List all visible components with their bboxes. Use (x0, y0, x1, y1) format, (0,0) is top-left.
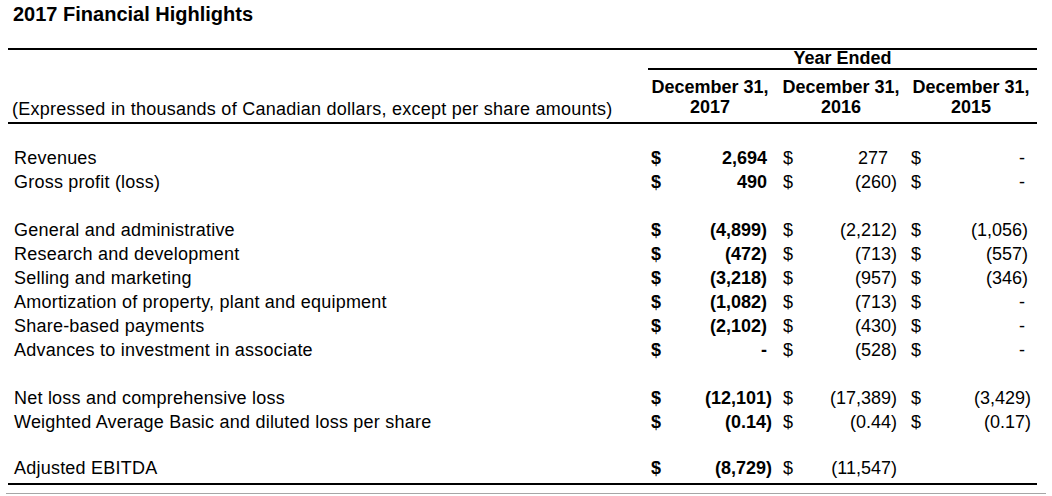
column-header-date-2016: December 31, (776, 77, 906, 97)
row-label: Net loss and comprehensive loss (14, 386, 644, 410)
value-2017: (0.14) (663, 410, 772, 434)
table-body: Revenues $ 2,694 $ 277 $ - Gross profit … (0, 146, 1052, 480)
page-title: 2017 Financial Highlights (13, 3, 253, 26)
value-2015 (917, 456, 1031, 480)
value-2015: - (917, 170, 1028, 194)
row-label: Research and development (14, 242, 644, 266)
column-header-year-2017: 2017 (645, 97, 775, 117)
row-label: Gross profit (loss) (14, 170, 644, 194)
value-2017 (663, 434, 767, 458)
table-row: Share-based payments $ (2,102) $ (430) $… (0, 314, 1052, 338)
table-row: Advances to investment in associate $ - … (0, 338, 1052, 362)
value-2016: (260) (785, 170, 897, 194)
table-row (0, 194, 1052, 218)
value-2017 (663, 362, 767, 386)
value-2016: (2,212) (785, 218, 897, 242)
value-2015: (346) (917, 266, 1028, 290)
value-2015: (0.17) (917, 410, 1031, 434)
value-2016: (528) (785, 338, 897, 362)
value-2016: (713) (785, 290, 897, 314)
value-2017 (663, 194, 767, 218)
table-caption: (Expressed in thousands of Canadian doll… (12, 99, 613, 119)
year-ended-header: Year Ended (648, 48, 1037, 68)
row-label (14, 194, 644, 218)
table-row: Selling and marketing $ (3,218) $ (957) … (0, 266, 1052, 290)
divider-bottom (8, 483, 1037, 485)
value-2015: - (917, 314, 1028, 338)
value-2016 (785, 434, 897, 458)
table-row: Adjusted EBITDA $ (8,729) $ (11,547) (0, 456, 1052, 480)
table-row: Research and development $ (472) $ (713)… (0, 242, 1052, 266)
column-header-year-2016: 2016 (776, 97, 906, 117)
row-label: Adjusted EBITDA (14, 456, 644, 480)
column-header-2015: December 31, 2015 (906, 77, 1036, 117)
value-2015 (917, 434, 1028, 458)
table-row: Revenues $ 2,694 $ 277 $ - (0, 146, 1052, 170)
column-header-2016: December 31, 2016 (776, 77, 906, 117)
value-2017: - (663, 338, 767, 362)
value-2017: (472) (663, 242, 767, 266)
row-label: Revenues (14, 146, 644, 170)
value-2016: 277 (785, 146, 897, 170)
table-row: Weighted Average Basic and diluted loss … (0, 410, 1052, 434)
row-label: Weighted Average Basic and diluted loss … (14, 410, 644, 434)
table-row: General and administrative $ (4,899) $ (… (0, 218, 1052, 242)
value-2016: (0.44) (785, 410, 897, 434)
divider-header (8, 122, 1037, 124)
value-2016: (713) (785, 242, 897, 266)
value-2015: (3,429) (917, 386, 1031, 410)
row-label: General and administrative (14, 218, 644, 242)
value-2017: 2,694 (663, 146, 767, 170)
value-2017: 490 (663, 170, 767, 194)
value-2017: (8,729) (663, 456, 772, 480)
value-2015: (557) (917, 242, 1028, 266)
row-label: Share-based payments (14, 314, 644, 338)
row-label (14, 434, 644, 458)
row-label: Selling and marketing (14, 266, 644, 290)
value-2016: (11,547) (785, 456, 897, 480)
row-label (14, 362, 644, 386)
column-header-date-2015: December 31, (906, 77, 1036, 97)
value-2017: (12,101) (663, 386, 772, 410)
row-label: Advances to investment in associate (14, 338, 644, 362)
column-header-2017: December 31, 2017 (645, 77, 775, 117)
value-2016: (957) (785, 266, 897, 290)
divider-bottom-faint (6, 493, 1046, 494)
value-2017: (2,102) (663, 314, 767, 338)
value-2016: (17,389) (785, 386, 897, 410)
year-ended-underline (648, 68, 1037, 70)
value-2016 (785, 362, 897, 386)
column-header-year-2015: 2015 (906, 97, 1036, 117)
value-2017: (4,899) (663, 218, 767, 242)
value-2015 (917, 194, 1028, 218)
value-2015: - (917, 290, 1028, 314)
column-header-date-2017: December 31, (645, 77, 775, 97)
table-row (0, 434, 1052, 456)
value-2015: (1,056) (917, 218, 1028, 242)
table-row (0, 362, 1052, 386)
value-2015 (917, 362, 1028, 386)
value-2015: - (917, 338, 1028, 362)
value-2017: (3,218) (663, 266, 767, 290)
row-label: Amortization of property, plant and equi… (14, 290, 644, 314)
table-row: Gross profit (loss) $ 490 $ (260) $ - (0, 170, 1052, 194)
table-row: Net loss and comprehensive loss $ (12,10… (0, 386, 1052, 410)
value-2016 (785, 194, 897, 218)
value-2017: (1,082) (663, 290, 767, 314)
value-2016: (430) (785, 314, 897, 338)
value-2015: - (917, 146, 1028, 170)
table-row: Amortization of property, plant and equi… (0, 290, 1052, 314)
